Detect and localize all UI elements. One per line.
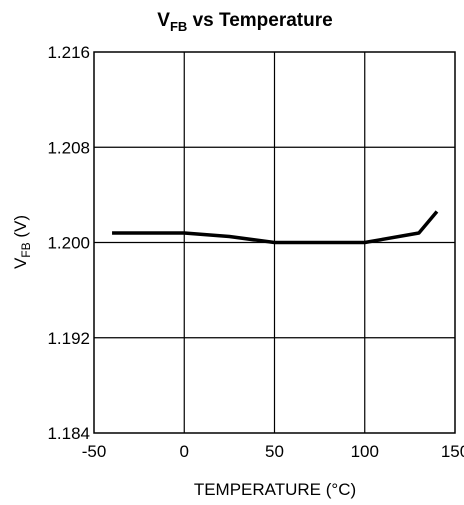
y-tick-label: 1.208	[47, 138, 90, 157]
x-tick-label: 150	[441, 442, 464, 461]
x-tick-labels: -50 0 50 100 150	[82, 442, 464, 461]
title-rest: vs Temperature	[187, 10, 332, 31]
y-label-subscript: FB	[19, 242, 33, 257]
series-line	[112, 210, 439, 245]
x-tick-label: -50	[82, 442, 107, 461]
x-axis-label: TEMPERATURE (°C)	[194, 480, 356, 499]
x-tick-label: 50	[265, 442, 284, 461]
title-main: V	[157, 10, 170, 31]
y-tick-label: 1.192	[47, 329, 90, 348]
x-tick-label: 100	[351, 442, 379, 461]
title-subscript: FB	[170, 19, 187, 34]
y-label-rest: (V)	[11, 215, 30, 242]
y-label-main: V	[11, 257, 30, 269]
plot-frame	[93, 51, 456, 434]
y-tick-labels: 1.184 1.192 1.200 1.208 1.216	[47, 43, 90, 443]
chart-title: VFB vs Temperature	[157, 10, 332, 34]
y-tick-label: 1.200	[47, 234, 90, 253]
y-axis-label: VFB (V)	[11, 215, 33, 269]
x-tick-label: 0	[180, 442, 189, 461]
series-layer	[112, 210, 439, 245]
y-tick-label: 1.216	[47, 43, 90, 62]
y-tick-label: 1.184	[47, 424, 90, 443]
